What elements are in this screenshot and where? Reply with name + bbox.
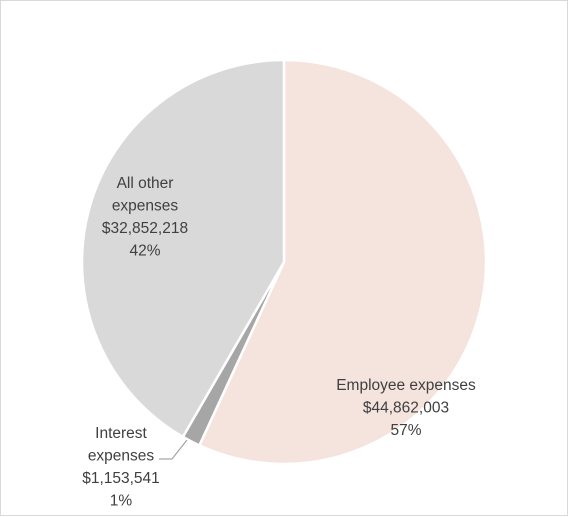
label-value: $1,153,541 (82, 470, 160, 487)
data-label-employee-expenses: Employee expenses $44,862,003 57% (336, 377, 476, 439)
pie-slice-employee-expenses (198, 58, 488, 466)
label-name: expenses (112, 198, 179, 215)
slice-labels: Employee expenses $44,862,003 57% Interest e… (82, 175, 476, 510)
data-label-all-other-expenses: All other expenses $32,852,218 42% (102, 175, 188, 260)
pie-slice-all-other-expenses (80, 58, 286, 439)
label-name: All other (117, 175, 174, 192)
label-name: Employee expenses (336, 377, 476, 394)
interest-leader-line (159, 439, 188, 460)
label-percent: 42% (129, 243, 160, 260)
data-label-interest-expenses: Interest expenses $1,153,541 1% (82, 425, 160, 510)
label-value: $32,852,218 (102, 220, 188, 237)
label-value: $44,862,003 (363, 400, 449, 417)
label-percent: 1% (110, 493, 133, 510)
label-percent: 57% (390, 422, 421, 439)
pie-slices (80, 58, 488, 466)
label-name: expenses (88, 448, 155, 465)
label-name: Interest (95, 425, 147, 442)
